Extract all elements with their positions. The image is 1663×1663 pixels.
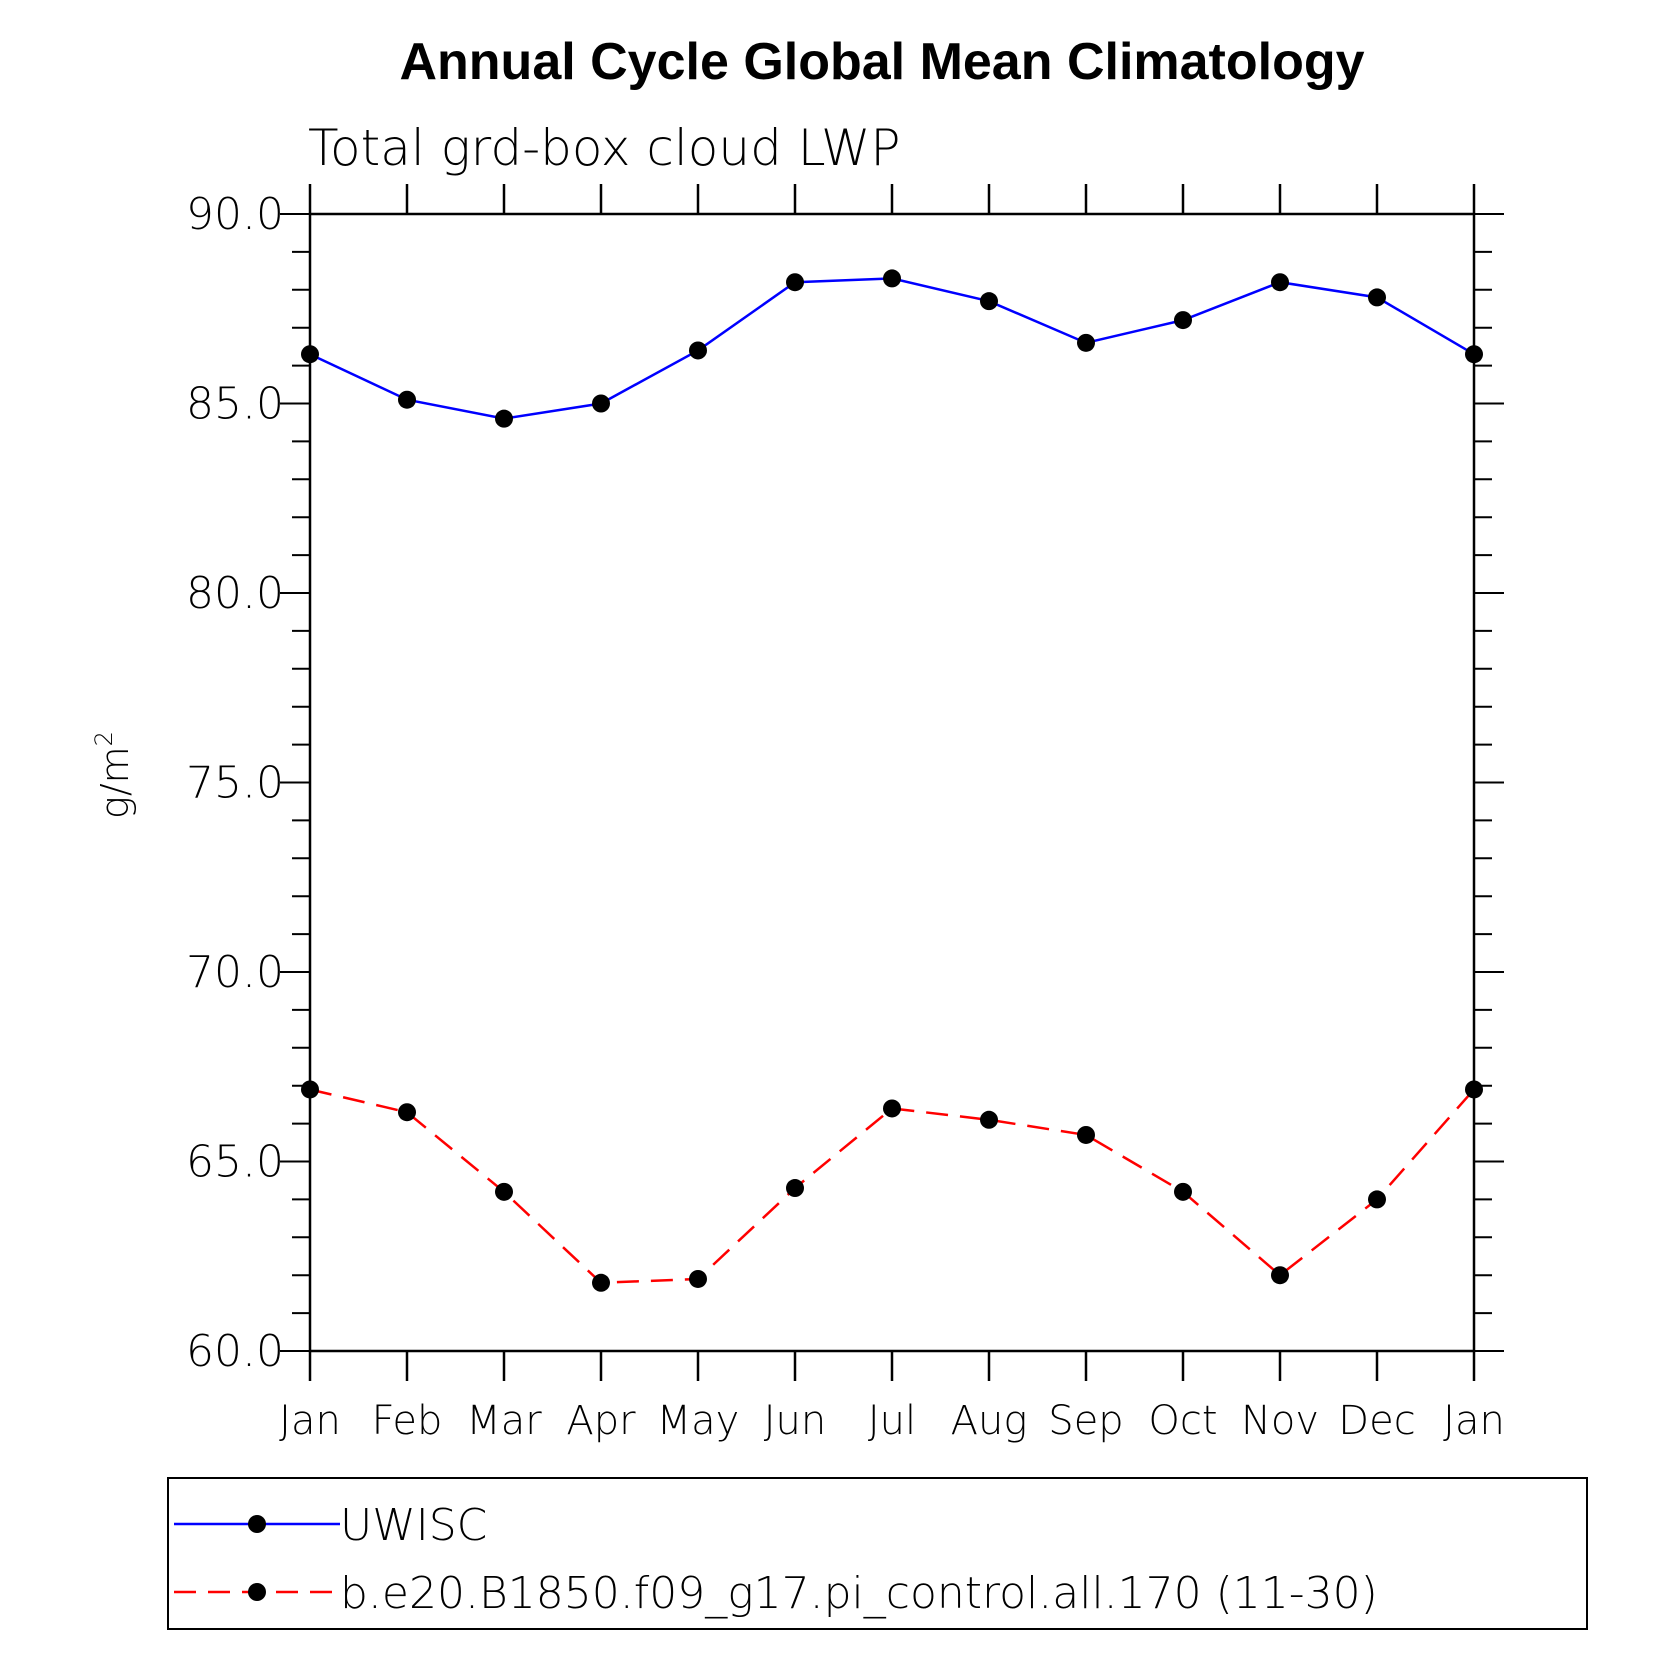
x-tick-label: Aug: [951, 1398, 1028, 1444]
data-point: [883, 269, 901, 288]
data-point: [495, 1182, 513, 1201]
x-tick-label: Jan: [279, 1398, 341, 1444]
y-tick-label: 65.0: [186, 1137, 284, 1188]
data-point: [495, 409, 513, 428]
legend-marker: [248, 1515, 266, 1533]
legend-label: UWISC: [340, 1500, 487, 1551]
series-layer: [301, 269, 1483, 1292]
data-point: [1271, 273, 1289, 292]
data-point: [592, 1273, 610, 1292]
data-point: [1077, 1125, 1095, 1144]
y-axis-label-exponent: 2: [90, 731, 118, 746]
x-tick-label: Mar: [466, 1398, 542, 1444]
x-tick-label: Feb: [372, 1398, 443, 1444]
chart-title: Annual Cycle Global Mean Climatology: [399, 33, 1364, 91]
data-point: [1465, 345, 1483, 364]
legend-box: [167, 1477, 1588, 1630]
data-point: [980, 292, 998, 311]
x-tick-label: Sep: [1048, 1398, 1123, 1444]
data-point: [1465, 1080, 1483, 1099]
x-tick-label: Jul: [868, 1398, 916, 1444]
y-tick-label: 85.0: [186, 379, 284, 430]
data-point: [786, 1179, 804, 1198]
data-point: [592, 394, 610, 413]
data-point: [1368, 288, 1386, 307]
y-axis-label-unit: g/m: [93, 746, 137, 819]
data-point: [398, 1103, 416, 1122]
data-point: [1077, 333, 1095, 352]
series-line: [309, 1088, 1475, 1285]
data-point: [1174, 1182, 1192, 1201]
data-point: [883, 1099, 901, 1118]
data-point: [301, 345, 319, 364]
data-point: [301, 1080, 319, 1099]
data-point: [980, 1110, 998, 1129]
plot-frame: [308, 212, 1476, 1353]
x-tick-label: Nov: [1241, 1398, 1319, 1444]
data-point: [689, 341, 707, 360]
legend: UWISC b.e20.B1850.f09_g17.pi_control.all.…: [167, 1477, 1588, 1630]
y-tick-label: 90.0: [186, 189, 284, 240]
x-tick-label: Apr: [566, 1398, 636, 1444]
data-point: [1368, 1190, 1386, 1209]
x-axis-ticks: Jan Feb Mar Apr May Jun Jul Aug Sep Oct Nov Dec Jan: [279, 184, 1505, 1444]
x-tick-label: Oct: [1148, 1398, 1217, 1444]
y-tick-label: 60.0: [186, 1326, 284, 1377]
chart-subtitle: Total grd-box cloud LWP: [308, 119, 901, 177]
data-point: [398, 390, 416, 409]
y-tick-label: 80.0: [186, 568, 284, 619]
series-line: [309, 277, 1475, 420]
data-point: [1271, 1266, 1289, 1285]
y-tick-label: 75.0: [186, 758, 284, 809]
x-tick-label: Dec: [1338, 1398, 1415, 1444]
legend-marker: [248, 1583, 266, 1601]
x-tick-label: Jun: [764, 1398, 827, 1444]
plot-border: [308, 212, 1476, 1353]
data-point: [689, 1269, 707, 1288]
data-point: [1174, 311, 1192, 330]
x-tick-label: May: [657, 1398, 740, 1444]
y-axis-ticks: 60.0 65.0 70.0 75.0 80.0 85.0 90.0: [186, 189, 1504, 1377]
y-tick-label: 70.0: [186, 947, 284, 998]
y-axis-label: g/m2: [90, 731, 137, 819]
legend-label: b.e20.B1850.f09_g17.pi_control.all.170 (…: [340, 1568, 1378, 1619]
x-tick-label: Jan: [1443, 1398, 1505, 1444]
data-point: [786, 273, 804, 292]
